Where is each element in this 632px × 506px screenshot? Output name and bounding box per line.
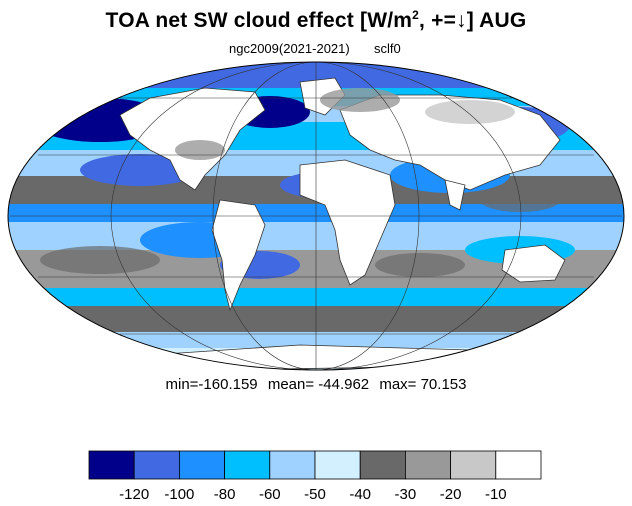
colorbar-box: [178, 450, 225, 480]
colorbar-box: [404, 450, 451, 480]
colorbar-box: [314, 450, 361, 480]
colorbar-label: -50: [304, 486, 326, 503]
colorbar-box: [359, 450, 406, 480]
colorbar-label: -100: [164, 486, 194, 503]
colorbar-label: -30: [395, 486, 417, 503]
colorbar-box: [133, 450, 180, 480]
stat-max: max= 70.153: [379, 376, 467, 393]
field-statistics: min=-160.159 mean= -44.962 max= 70.153: [0, 376, 632, 393]
colorbar-box: [269, 450, 316, 480]
colorbar-box: [224, 450, 271, 480]
colorbar-box: [495, 450, 542, 480]
map-title: TOA net SW cloud effect [W/m2, +=↓] AUG: [105, 8, 527, 32]
colorbar-box: [88, 450, 135, 480]
colorbar-label: -40: [349, 486, 371, 503]
subtitle-model: ngc2009(2021-2021): [229, 41, 350, 56]
colorbar-label: -120: [119, 486, 149, 503]
subtitle-variable: sclf0: [374, 41, 401, 56]
stat-min: min=-160.159: [165, 376, 258, 393]
stat-mean: mean= -44.962: [267, 376, 370, 393]
colorbar-label: -10: [485, 486, 507, 503]
colorbar-label: -60: [259, 486, 281, 503]
colorbar-label: -20: [440, 486, 462, 503]
colorbar-label: -80: [214, 486, 236, 503]
colorbar-box: [450, 450, 497, 480]
map-border: [7, 61, 625, 371]
